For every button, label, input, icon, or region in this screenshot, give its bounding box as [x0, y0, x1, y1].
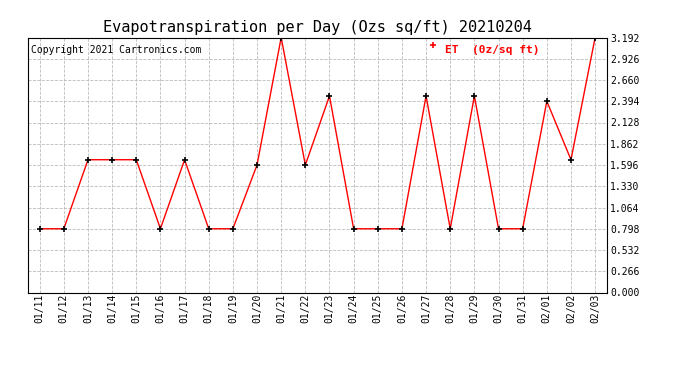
Text: ET  (0z/sq ft): ET (0z/sq ft): [445, 45, 540, 55]
Text: Copyright 2021 Cartronics.com: Copyright 2021 Cartronics.com: [31, 45, 201, 55]
Title: Evapotranspiration per Day (Ozs sq/ft) 20210204: Evapotranspiration per Day (Ozs sq/ft) 2…: [103, 20, 532, 35]
